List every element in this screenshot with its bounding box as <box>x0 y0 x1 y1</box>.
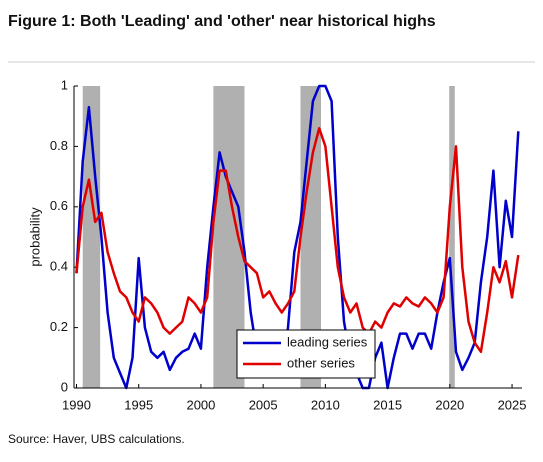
y-tick-label: 1 <box>61 77 68 92</box>
x-tick-label: 2000 <box>186 397 215 412</box>
y-tick-label: 0.4 <box>50 259 68 274</box>
x-tick-label: 2005 <box>249 397 278 412</box>
y-tick-label: 0.2 <box>50 319 68 334</box>
series-line <box>75 127 520 354</box>
legend-label: other series <box>287 355 355 370</box>
y-axis-label: probability <box>27 207 42 267</box>
source-note: Source: Haver, UBS calculations. <box>8 432 185 446</box>
x-tick-label: 2015 <box>373 397 402 412</box>
y-tick-label: 0.8 <box>50 138 68 153</box>
x-tick-label: 2010 <box>311 397 340 412</box>
x-tick-label: 2025 <box>498 397 527 412</box>
x-tick-label: 2020 <box>435 397 464 412</box>
x-tick-label: 1995 <box>124 397 153 412</box>
legend-box <box>236 329 376 379</box>
chart-title: Figure 1: Both 'Leading' and 'other' nea… <box>8 13 436 30</box>
recession-shade <box>82 86 101 388</box>
y-tick-label: 0 <box>61 379 68 394</box>
legend-label: leading series <box>287 334 368 349</box>
y-tick-label: 0.6 <box>50 198 68 213</box>
x-tick-label: 1990 <box>62 397 91 412</box>
recession-shade <box>449 86 455 388</box>
